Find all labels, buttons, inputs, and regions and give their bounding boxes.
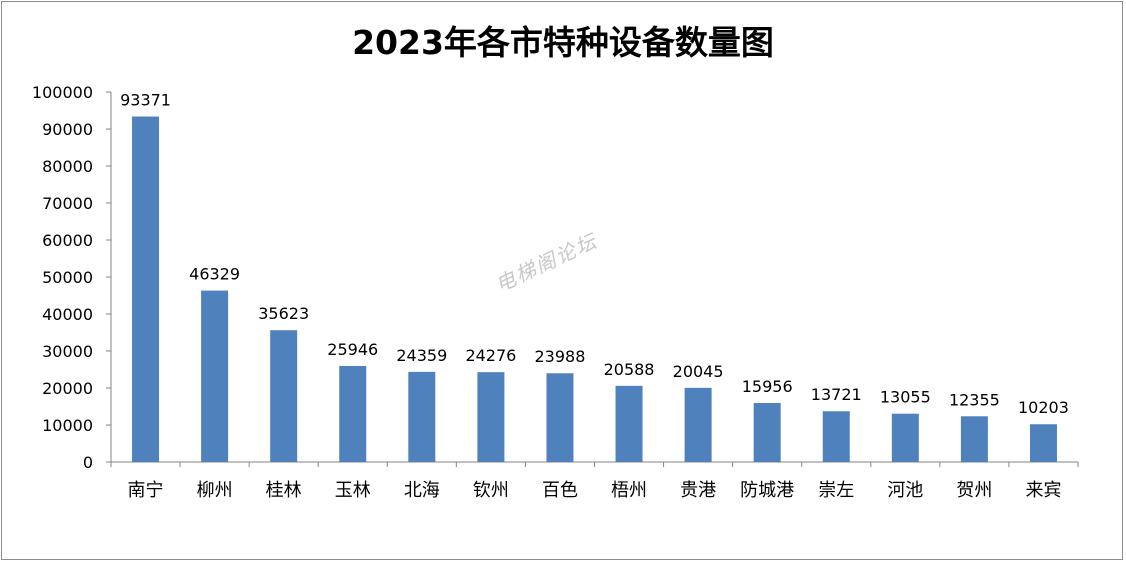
x-tick-label-5: 北海 [404, 480, 440, 501]
data-label-2: 46329 [189, 265, 240, 284]
bar-14 [1029, 424, 1057, 462]
x-tick-label-4: 玉林 [335, 480, 371, 501]
y-tick-label: 70000 [42, 194, 93, 213]
data-label-10: 15956 [742, 377, 793, 396]
y-tick-label: 10000 [42, 416, 93, 435]
bar-13 [960, 416, 988, 462]
x-tick-label-3: 桂林 [266, 480, 302, 501]
y-tick-label: 80000 [42, 157, 93, 176]
x-tick-label-14: 来宾 [1025, 480, 1061, 501]
y-tick-label: 100000 [32, 83, 93, 102]
x-tick-label-9: 贵港 [680, 480, 716, 501]
axes: 0 10000 20000 30000 40000 50000 60000 70000 8000… [32, 83, 1079, 501]
bars [132, 116, 1057, 463]
data-label-4: 25946 [327, 340, 378, 359]
data-label-6: 24276 [465, 346, 516, 365]
x-tick-label-12: 河池 [887, 480, 923, 501]
y-tick-label: 60000 [42, 231, 93, 250]
bar-10 [753, 402, 781, 462]
y-tick-label: 90000 [42, 120, 93, 139]
data-label-5: 24359 [396, 346, 447, 365]
bar-8 [615, 385, 643, 462]
x-tick-label-10: 防城港 [740, 480, 794, 501]
x-tick-label-2: 柳州 [197, 480, 233, 501]
x-tick-label-13: 贺州 [956, 480, 992, 501]
bar-2 [201, 290, 229, 462]
y-tick-label: 0 [83, 453, 93, 472]
data-label-1: 93371 [120, 91, 171, 110]
bar-12 [891, 413, 919, 462]
bar-6 [477, 372, 505, 462]
bar-9 [684, 387, 712, 462]
bar-1 [132, 116, 160, 463]
data-label-11: 13721 [811, 385, 862, 404]
y-tick-label: 30000 [42, 342, 93, 361]
data-label-14: 10203 [1018, 398, 1069, 417]
data-label-8: 20588 [604, 360, 655, 379]
bar-4 [339, 365, 367, 462]
x-tick-label-11: 崇左 [818, 480, 854, 501]
bar-5 [408, 371, 436, 462]
bar-11 [822, 411, 850, 462]
bar-3 [270, 330, 298, 462]
x-tick-label-1: 南宁 [128, 480, 164, 501]
x-tick-label-7: 百色 [542, 480, 578, 501]
data-label-13: 12355 [949, 390, 1000, 409]
y-tick-label: 50000 [42, 268, 93, 287]
x-tick-label-8: 梧州 [611, 480, 647, 501]
data-label-7: 23988 [535, 347, 586, 366]
y-tick-label: 20000 [42, 379, 93, 398]
y-tick-label: 40000 [42, 305, 93, 324]
chart-title: 2023年各市特种设备数量图 [352, 23, 774, 62]
data-label-9: 20045 [673, 362, 724, 381]
data-label-12: 13055 [880, 388, 931, 407]
data-labels: 93371 46329 35623 25946 24359 24276 23988 20588… [120, 91, 1069, 418]
bar-7 [546, 373, 574, 462]
x-tick-label-6: 钦州 [473, 480, 509, 501]
data-label-3: 35623 [258, 304, 309, 323]
